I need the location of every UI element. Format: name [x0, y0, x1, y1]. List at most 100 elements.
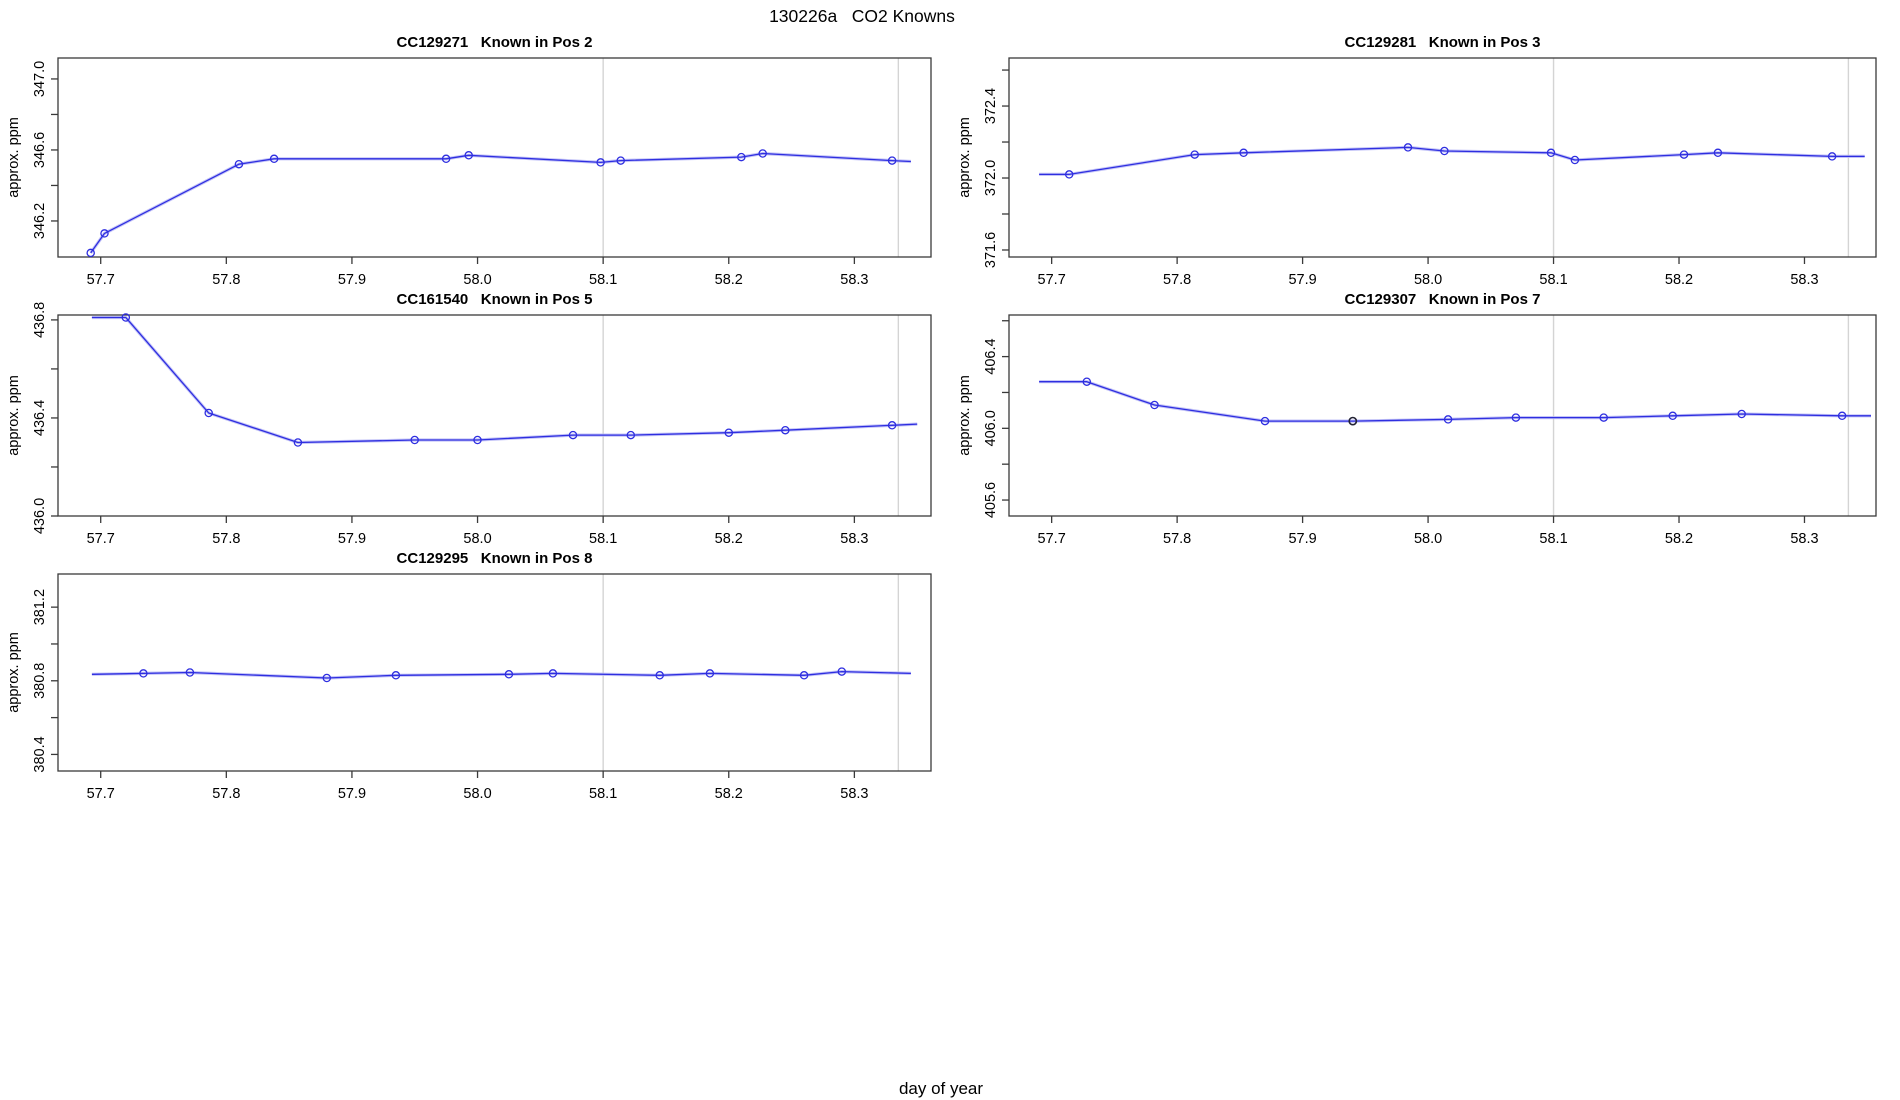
y-tick-label: 380.4: [32, 736, 48, 772]
data-point-marker: [1511, 413, 1521, 422]
panel-CC161540: CC161540 Known in Pos 5 approx. ppm 436.8 4…: [6, 291, 932, 547]
data-point-marker: [269, 154, 279, 164]
x-tick-label: 58.0: [463, 531, 491, 547]
data-point-marker: [86, 248, 95, 258]
y-tick-label: 380.8: [32, 663, 48, 699]
x-tick-label: 57.8: [212, 272, 240, 288]
data-point-marker: [837, 667, 847, 676]
y-tick-label: 346.6: [32, 132, 48, 168]
data-point-marker: [441, 154, 451, 164]
y-tick-label: 436.8: [32, 302, 48, 338]
figure-title: 130226a CO2 Knowns: [769, 6, 955, 26]
data-point-marker: [391, 671, 401, 680]
y-tick-label: 405.6: [983, 482, 999, 518]
y-tick-label: 372.4: [983, 88, 999, 124]
x-tick-label: 58.1: [589, 786, 617, 802]
data-point-marker: [1190, 150, 1199, 159]
x-tick-label: 58.0: [1414, 272, 1442, 288]
x-tick-label: 57.8: [212, 531, 240, 547]
series-line: [91, 670, 911, 679]
x-tick-label: 58.3: [840, 786, 868, 802]
data-point-marker: [1737, 409, 1746, 419]
plot-box: [1008, 314, 1877, 517]
x-tick-label: 57.7: [87, 531, 115, 547]
x-tick-label: 58.0: [463, 786, 491, 802]
y-tick-label: 371.6: [983, 232, 999, 268]
x-tick-label: 58.2: [1665, 272, 1693, 288]
data-point-marker: [655, 671, 664, 680]
x-tick-label: 58.3: [840, 272, 868, 288]
data-point-marker: [799, 671, 809, 680]
data-point-marker: [1837, 411, 1847, 421]
data-point-marker: [616, 156, 625, 165]
data-point-marker: [724, 428, 734, 437]
series-halo-line: [91, 315, 918, 445]
data-point-marker: [737, 152, 746, 162]
panel-title: CC161540 Known in Pos 5: [397, 291, 593, 308]
data-point-marker: [1440, 146, 1449, 156]
x-tick-label: 58.2: [1665, 531, 1693, 547]
data-point-marker: [1570, 155, 1580, 165]
x-tick-label: 57.9: [1288, 531, 1316, 547]
data-point-marker: [781, 425, 790, 435]
data-point-marker: [1443, 415, 1453, 424]
x-tick-label: 58.1: [589, 531, 617, 547]
data-point-marker: [548, 669, 558, 678]
y-tick-label: 346.2: [32, 203, 48, 239]
series-line: [1039, 381, 1871, 422]
data-point-marker: [1064, 170, 1074, 179]
x-tick-label: 57.8: [1163, 272, 1191, 288]
plot-box: [1008, 57, 1877, 258]
panel-CC129271: CC129271 Known in Pos 2 approx. ppm 347.0 3…: [6, 34, 932, 288]
data-point-marker: [1150, 400, 1159, 410]
data-point-marker: [1082, 377, 1092, 386]
x-tick-label: 57.7: [1038, 531, 1066, 547]
x-tick-label: 58.3: [1790, 272, 1818, 288]
data-point-marker: [626, 430, 636, 440]
figure-xlabel: day of year: [899, 1079, 983, 1098]
series-line: [90, 152, 911, 254]
data-point-marker: [100, 229, 109, 238]
x-tick-label: 58.0: [1414, 531, 1442, 547]
data-point-marker: [1713, 148, 1723, 158]
data-point-marker: [410, 435, 419, 445]
data-point-marker: [121, 313, 131, 322]
data-point-marker: [1403, 143, 1413, 152]
data-point-marker: [1546, 148, 1556, 158]
panel-CC129281: CC129281 Known in Pos 3 approx. ppm 372.4 3…: [957, 34, 1877, 288]
x-tick-label: 57.8: [1163, 531, 1191, 547]
data-point-marker: [1260, 416, 1270, 426]
x-tick-label: 58.2: [715, 531, 743, 547]
x-tick-label: 58.3: [1790, 531, 1818, 547]
data-point-marker: [293, 438, 303, 447]
data-point-marker: [705, 669, 715, 678]
data-point-marker: [473, 435, 482, 445]
data-point-marker: [887, 156, 897, 165]
panel-title: CC129295 Known in Pos 8: [397, 550, 593, 567]
panel-title: CC129307 Known in Pos 7: [1345, 291, 1541, 308]
x-tick-label: 57.9: [338, 531, 366, 547]
y-tick-label: 372.0: [983, 160, 999, 196]
x-tick-label: 57.9: [338, 786, 366, 802]
x-tick-label: 58.1: [589, 272, 617, 288]
panel-title: CC129271 Known in Pos 2: [397, 34, 593, 51]
y-tick-label: 436.0: [32, 498, 48, 534]
y-tick-label: 347.0: [32, 61, 48, 97]
y-tick-label: 436.4: [32, 400, 48, 436]
y-tick-label: 381.2: [32, 589, 48, 625]
x-tick-label: 58.2: [715, 786, 743, 802]
panel-CC129307: CC129307 Known in Pos 7 approx. ppm 406.4 4…: [957, 291, 1877, 547]
y-axis-label: approx. ppm: [957, 117, 973, 198]
series-halo-line: [89, 151, 911, 254]
y-axis-label: approx. ppm: [6, 117, 22, 198]
data-point-marker: [139, 669, 148, 678]
panels-group: CC129271 Known in Pos 2 approx. ppm 347.0 3…: [6, 34, 1877, 802]
data-point-marker: [1679, 150, 1689, 159]
y-axis-label: approx. ppm: [957, 375, 973, 456]
panel-CC129295: CC129295 Known in Pos 8 approx. ppm 381.2 3…: [6, 550, 932, 802]
plot-box: [57, 314, 932, 517]
data-point-marker: [204, 408, 213, 418]
data-point-marker-dark: [1348, 416, 1358, 426]
